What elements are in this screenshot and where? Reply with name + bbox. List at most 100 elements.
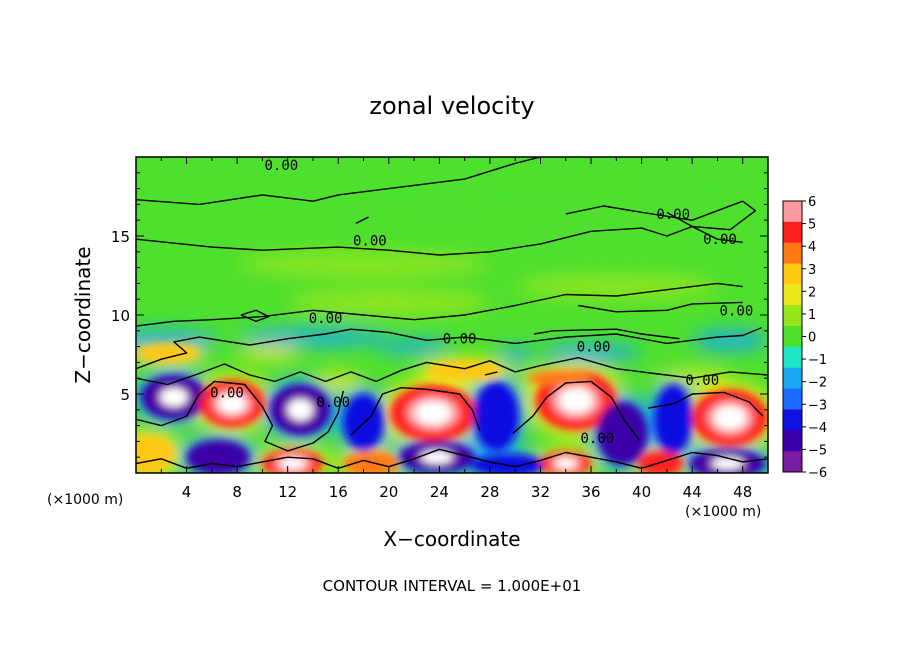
contour-line [136, 380, 344, 452]
x-axis-ticks: 4 8 12 16 20 24 28 32 36 40 44 48 [160, 157, 752, 501]
contour-line [565, 200, 757, 231]
field-anomaly [540, 343, 642, 363]
colorbar-swatch [783, 451, 802, 473]
contour-line [240, 309, 270, 322]
colorbar: 6 5 4 3 2 1 0 −1 −2 −3 −4 −5 −6 [782, 195, 827, 481]
field-anomaly [237, 345, 301, 361]
contour-label: 0.00 [685, 373, 719, 389]
field-anomaly-core [483, 397, 509, 436]
contour-label: 0.00 [703, 232, 737, 248]
field-anomaly-peak [714, 405, 747, 430]
y-tick-label: 5 [120, 386, 130, 404]
contour-line [136, 448, 768, 469]
colorbar-swatch [783, 284, 802, 306]
colorbar-swatch [783, 201, 802, 223]
field-anomaly [515, 273, 718, 300]
field-anomaly-peak [420, 450, 453, 464]
x-tick-label: 44 [683, 483, 702, 501]
field-anomaly [287, 288, 490, 317]
field-anomaly-core [200, 447, 236, 467]
field-anomaly-peak [558, 387, 593, 413]
field-anomaly-peak [160, 387, 188, 407]
x-tick-label: 16 [329, 483, 348, 501]
field-anomaly [300, 177, 604, 216]
contour-label: 0.00 [720, 303, 754, 319]
field-anomaly-core [608, 416, 637, 451]
field-anomaly-peak [555, 458, 577, 469]
contour-labels: 0.00 0.00 0.00 0.00 0.00 0.00 0.00 0.00 0.00 0.00… [210, 158, 753, 447]
contour-label: 0.00 [309, 311, 343, 327]
x-tick-label: 12 [278, 483, 297, 501]
colorbar-swatch [783, 221, 802, 244]
velocity-extremes [136, 343, 768, 473]
contour-label: 0.00 [443, 332, 477, 348]
field-anomaly-peak [287, 399, 314, 421]
contour-label: 0.00 [656, 207, 690, 223]
colorbar-tick-label: −3 [808, 398, 827, 413]
chart-title: zonal velocity [369, 92, 534, 120]
field-anomaly [136, 435, 174, 473]
contour-line [647, 391, 764, 417]
x-tick-label: 48 [733, 483, 752, 501]
colorbar-tick-label: −5 [808, 443, 827, 458]
colorbar-tick-label: 5 [808, 218, 816, 233]
contour-line [512, 380, 640, 441]
contour-label: 0.00 [210, 385, 244, 401]
colorbar-swatch [783, 388, 802, 410]
contour-label: 0.00 [577, 340, 611, 356]
colorbar-tick-label: 6 [808, 195, 816, 210]
colorbar-tick-label: 0 [808, 331, 816, 346]
contour-line [350, 387, 481, 436]
x-tick-label: 40 [632, 483, 651, 501]
field-anomaly-core [355, 456, 387, 471]
colorbar-tick-label: 3 [808, 263, 816, 278]
y-tick-label: 15 [111, 228, 130, 246]
y-axis-label: Z−coordinate [71, 246, 95, 383]
field-anomaly-peak [414, 401, 452, 425]
colorbar-swatch [783, 263, 802, 285]
colorbar-swatch [783, 430, 802, 452]
field-anomaly [616, 169, 768, 208]
contour-label: 0.00 [353, 234, 387, 250]
contour-line [136, 157, 541, 206]
contour-line [136, 326, 762, 370]
y-axis-ticks: 5 10 15 [111, 172, 768, 458]
field-anomaly [237, 327, 389, 347]
contour-label: 0.00 [265, 158, 299, 174]
field-anomaly-peak [218, 393, 246, 414]
contour-label: 0.00 [316, 395, 350, 411]
x-tick-label: 36 [581, 483, 600, 501]
colorbar-tick-label: 4 [808, 240, 816, 255]
zero-contours [136, 157, 768, 469]
contour-line [484, 371, 498, 376]
contour-interval-note: CONTOUR INTERVAL = 1.000E+01 [323, 577, 582, 595]
field-anomaly-core [542, 373, 577, 383]
x-unit-label-left: (×1000 m) [47, 492, 123, 508]
field-anomaly [312, 371, 364, 391]
colorbar-swatch [783, 326, 802, 348]
field-anomaly-core [662, 400, 684, 439]
contour-line [136, 282, 743, 327]
colorbar-tick-label: 1 [808, 308, 816, 323]
colorbar-tick-label: 2 [808, 285, 816, 300]
contour-line [136, 225, 743, 256]
x-unit-label-right: (×1000 m) [685, 504, 761, 520]
field-anomaly [376, 338, 452, 355]
field-anomaly [136, 343, 200, 363]
field-anomaly-peak [279, 457, 306, 470]
field-anomaly [237, 251, 490, 278]
x-tick-label: 28 [480, 483, 499, 501]
colorbar-tick-label: −2 [808, 376, 827, 391]
x-tick-label: 20 [379, 483, 398, 501]
x-tick-label: 24 [430, 483, 449, 501]
contour-line [534, 328, 680, 340]
colorbar-swatch [783, 409, 802, 431]
contour-line [578, 301, 743, 313]
colorbar-swatch [783, 367, 802, 390]
contour-label: 0.00 [581, 431, 615, 447]
contour-line [355, 216, 369, 225]
x-axis-label: X−coordinate [383, 527, 520, 551]
x-tick-label: 4 [182, 483, 192, 501]
colorbar-swatch [783, 242, 802, 265]
